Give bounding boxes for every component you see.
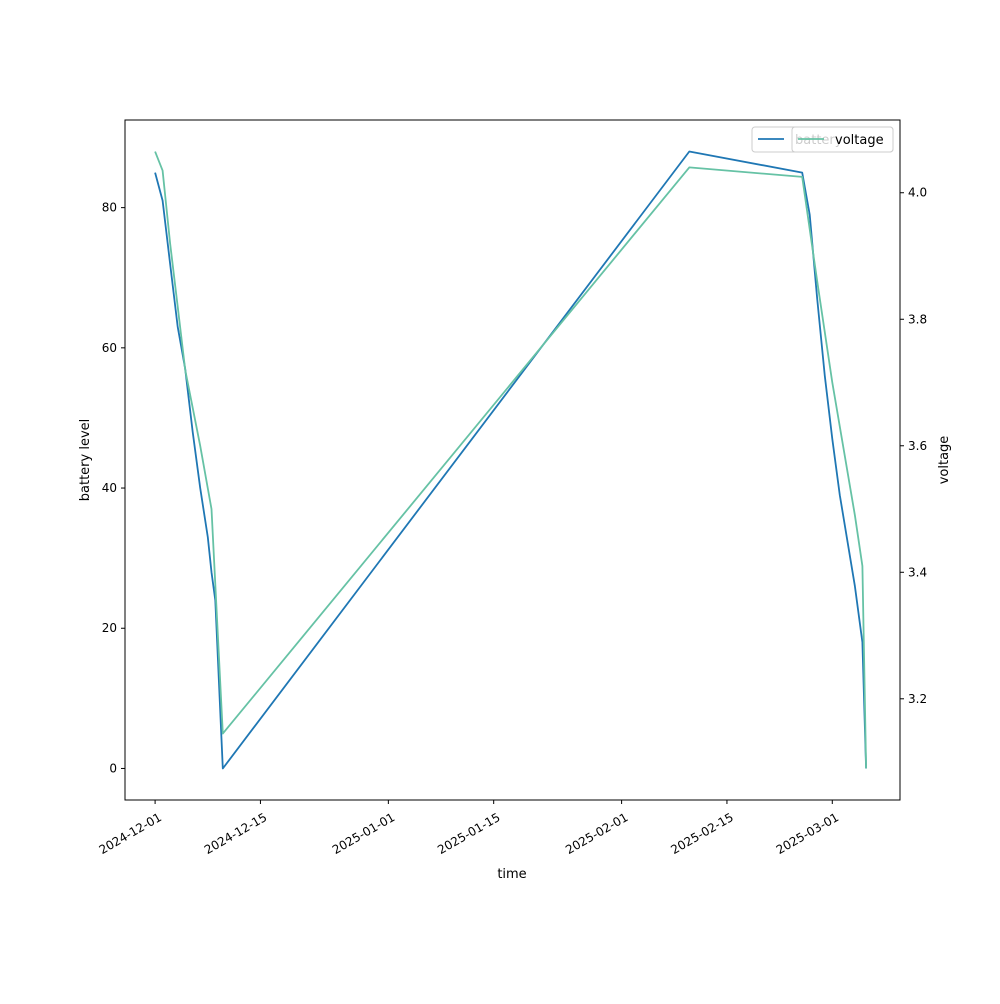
legend-box bbox=[791, 126, 894, 153]
x-tick-label: 2025-02-15 bbox=[668, 810, 735, 857]
y-left-tick-label: 20 bbox=[102, 621, 117, 635]
x-axis-label: time bbox=[497, 867, 526, 882]
y-axis-right-label: voltage bbox=[937, 436, 952, 485]
y-left-tick-label: 60 bbox=[102, 341, 117, 355]
y-right-tick-label: 3.6 bbox=[908, 439, 927, 453]
y-right-tick-label: 3.4 bbox=[908, 565, 927, 579]
x-tick-label: 2024-12-15 bbox=[202, 810, 269, 857]
y-right-tick-label: 3.8 bbox=[908, 312, 927, 326]
series-line-battery bbox=[154, 150, 867, 770]
y-right-tick-label: 4.0 bbox=[908, 186, 927, 200]
plot-frame bbox=[124, 119, 901, 801]
series-line-voltage bbox=[154, 151, 867, 769]
y-left-tick-label: 0 bbox=[109, 761, 117, 775]
x-tick-label: 2025-01-15 bbox=[435, 810, 502, 857]
x-tick-label: 2025-03-01 bbox=[774, 810, 841, 857]
y-left-tick-label: 40 bbox=[102, 481, 117, 495]
y-right-tick-label: 3.2 bbox=[908, 692, 927, 706]
legend-label: voltage bbox=[835, 133, 884, 148]
legend-voltage: voltage bbox=[791, 126, 894, 153]
x-tick-label: 2025-01-01 bbox=[330, 810, 397, 857]
x-tick-label: 2025-02-01 bbox=[563, 810, 630, 857]
x-tick-label: 2024-12-01 bbox=[97, 810, 164, 857]
y-axis-left-label: battery level bbox=[78, 419, 93, 502]
y-left-tick-label: 80 bbox=[102, 201, 117, 215]
